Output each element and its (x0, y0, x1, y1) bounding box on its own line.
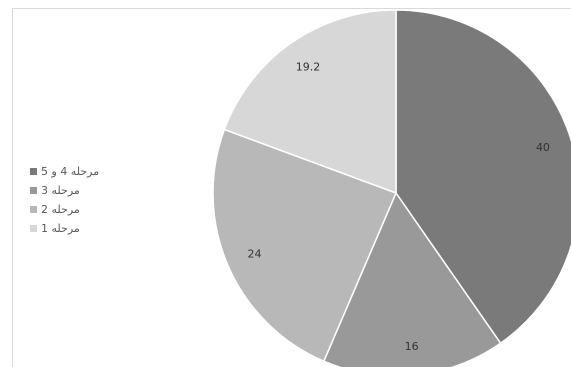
legend: مرحله 4 و 5 مرحله 3 مرحله 2 مرحله 1 (30, 162, 120, 238)
pie-slice (212, 128, 398, 363)
legend-label-stage-3: مرحله 3 (41, 184, 80, 197)
pie-slice (223, 9, 397, 195)
legend-swatch-stage-1 (30, 225, 37, 232)
legend-label-stage-2: مرحله 2 (41, 203, 80, 216)
pie-data-label: 16 (405, 340, 419, 353)
legend-item-stage-2: مرحله 2 (30, 200, 120, 219)
legend-swatch-stage-4-5 (30, 168, 37, 175)
legend-swatch-stage-3 (30, 187, 37, 194)
pie-data-label: 40 (536, 141, 550, 154)
legend-label-stage-4-5: مرحله 4 و 5 (41, 165, 100, 178)
legend-item-stage-3: مرحله 3 (30, 181, 120, 200)
pie-data-label: 24 (247, 248, 261, 261)
legend-label-stage-1: مرحله 1 (41, 222, 80, 235)
pie-data-label: 19.2 (296, 61, 321, 74)
legend-item-stage-1: مرحله 1 (30, 219, 120, 238)
legend-item-stage-4-5: مرحله 4 و 5 (30, 162, 120, 181)
legend-swatch-stage-2 (30, 206, 37, 213)
